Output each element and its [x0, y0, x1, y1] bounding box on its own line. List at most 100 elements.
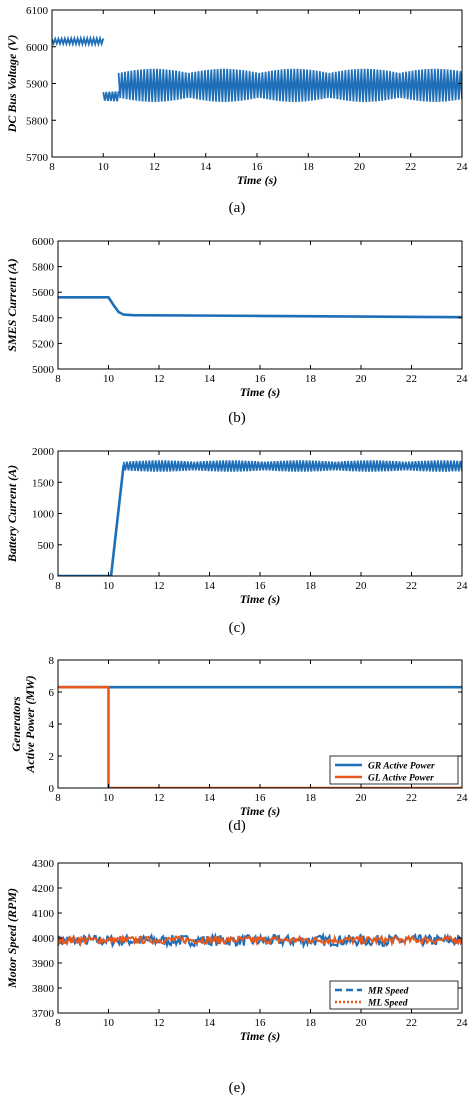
- chart-e-y-axis-label: Motor Speed (RPM): [5, 888, 19, 989]
- chart-b-xtick-label: 14: [204, 373, 216, 385]
- chart-c-xtick-label: 16: [255, 580, 267, 592]
- chart-d-ytick-label: 8: [49, 655, 55, 667]
- chart-d-xtick-label: 8: [55, 792, 61, 804]
- chart-c-xtick-label: 8: [55, 580, 61, 592]
- chart-b-xtick-label: 12: [154, 373, 165, 385]
- chart-a-xtick-label: 18: [303, 161, 315, 173]
- chart-a-xtick-label: 20: [354, 161, 366, 173]
- chart-c-y-axis-label: Battery Current (A): [5, 465, 19, 563]
- chart-c-ytick-label: 500: [38, 540, 55, 552]
- chart-a-xtick-label: 24: [457, 161, 469, 173]
- chart-d-xtick-label: 18: [305, 792, 317, 804]
- chart-c-ytick-label: 1500: [32, 477, 55, 489]
- chart-e-xtick-label: 10: [103, 1017, 115, 1029]
- chart-d-ytick-label: 6: [49, 687, 55, 699]
- chart-d-y-axis-label-line-1: Generators: [9, 696, 23, 752]
- chart-c-series-group: [58, 460, 462, 576]
- chart-a-xtick-label: 22: [405, 161, 416, 173]
- chart-e-legend: MR Speed ML Speed: [329, 980, 459, 1010]
- chart-e-series-group: [58, 931, 462, 950]
- chart-c-series-1-segment-2: [109, 464, 125, 576]
- chart-d-xtick-label: 12: [154, 792, 165, 804]
- chart-b-caption: (b): [228, 410, 246, 426]
- chart-a-ytick-label: 5800: [26, 115, 49, 127]
- chart-a-xtick-label: 10: [98, 161, 110, 173]
- chart-e-ytick-label: 4200: [32, 883, 55, 895]
- chart-e-ytick-label: 4000: [32, 933, 55, 945]
- chart-a-ytick-label: 6100: [26, 5, 49, 17]
- chart-b-xtick-label: 20: [356, 373, 368, 385]
- chart-a-series-1-segment-3: [117, 68, 462, 102]
- chart-e-xtick-label: 22: [406, 1017, 417, 1029]
- chart-d-xtick-label: 14: [204, 792, 216, 804]
- chart-d-xtick-label: 22: [406, 792, 417, 804]
- chart-a-caption: (a): [229, 200, 246, 216]
- chart-b-xtick-label: 8: [55, 373, 61, 385]
- chart-c-xtick-label: 18: [305, 580, 317, 592]
- chart-c-xtick-label: 20: [356, 580, 368, 592]
- chart-a-x-axis-label: Time (s): [237, 173, 278, 187]
- chart-e-series-2-line: [58, 933, 462, 948]
- chart-c-ytick-label: 0: [49, 571, 55, 583]
- chart-a-xtick-label: 14: [200, 161, 212, 173]
- chart-e-xtick-label: 12: [154, 1017, 165, 1029]
- chart-e-legend-label-1: MR Speed: [367, 987, 409, 997]
- chart-a-ytick-label: 5900: [26, 79, 49, 91]
- chart-a-y-axis-label: DC Bus Voltage (V): [5, 35, 19, 134]
- chart-a-series-group: [52, 34, 462, 102]
- chart-d-caption: (d): [228, 818, 246, 834]
- chart-c: 8 10 12 14 16 18 20 22 24 0 500 1000 1500 2000 Time (s…: [5, 446, 468, 636]
- chart-d-xtick-label: 24: [457, 792, 469, 804]
- chart-d-ytick-label: 4: [49, 719, 55, 731]
- chart-c-xtick-label: 22: [406, 580, 417, 592]
- chart-b-ytick-label: 5800: [32, 262, 55, 274]
- chart-c-ytick-label: 1000: [32, 509, 55, 521]
- chart-d-y-axis-label-line-2: Active Power (MW): [23, 675, 37, 773]
- chart-e-xtick-label: 18: [305, 1017, 317, 1029]
- chart-d-xtick-label: 16: [255, 792, 267, 804]
- chart-b-xtick-label: 24: [457, 373, 469, 385]
- chart-b-ytick-label: 5200: [32, 338, 55, 350]
- chart-c-xtick-label: 14: [204, 580, 216, 592]
- chart-e-legend-box: [329, 980, 459, 1010]
- chart-a-series-1-segment-2: [102, 91, 120, 102]
- chart-e-xtick-label: 16: [255, 1017, 267, 1029]
- chart-e-ytick-label: 3700: [32, 1008, 55, 1020]
- chart-c-xtick-label: 12: [154, 580, 165, 592]
- chart-a-series-1-segment-1: [52, 34, 105, 48]
- chart-e-caption: (e): [229, 1080, 246, 1096]
- chart-e-xtick-label: 14: [204, 1017, 216, 1029]
- chart-d-legend-label-2: GL Active Power: [368, 774, 434, 784]
- chart-a-xtick-label: 16: [252, 161, 264, 173]
- chart-a-xtick-label: 8: [49, 161, 55, 173]
- chart-e-xtick-label: 20: [356, 1017, 368, 1029]
- chart-d-xtick-label: 10: [103, 792, 115, 804]
- chart-b-xtick-label: 18: [305, 373, 317, 385]
- chart-d-series-2-line: [58, 685, 462, 788]
- chart-e: 8 10 12 14 16 18 20 22 24 3700 3800 3900 4000 4100 420…: [5, 858, 468, 1096]
- chart-e-series-1-line: [58, 931, 462, 950]
- chart-e-ytick-label: 4300: [32, 858, 55, 870]
- chart-b-y-axis-label: SMES Current (A): [5, 258, 19, 351]
- chart-b-series-1-line: [58, 295, 462, 319]
- chart-b-x-axis-label: Time (s): [240, 385, 281, 399]
- chart-c-series-1-segment-3: [122, 460, 462, 472]
- chart-a-ytick-label: 6000: [26, 42, 49, 54]
- chart-e-xtick-label: 24: [457, 1017, 469, 1029]
- chart-c-ytick-label: 2000: [32, 446, 55, 458]
- chart-c-caption: (c): [229, 620, 246, 636]
- chart-e-ytick-label: 4100: [32, 908, 55, 920]
- chart-d-ytick-label: 0: [49, 783, 55, 795]
- chart-e-ytick-label: 3900: [32, 958, 55, 970]
- chart-b-series-group: [58, 295, 462, 319]
- chart-d-x-axis-label: Time (s): [240, 804, 281, 818]
- chart-e-ytick-label: 3800: [32, 983, 55, 995]
- chart-d-series-group: [58, 685, 462, 788]
- chart-b: 8 10 12 14 16 18 20 22 24 5000 5200 5400 5600 5800 600…: [5, 236, 468, 426]
- chart-b-xtick-label: 16: [255, 373, 267, 385]
- chart-d-legend-label-1: GR Active Power: [368, 762, 435, 772]
- chart-c-xtick-label: 24: [457, 580, 469, 592]
- chart-d-xtick-label: 20: [356, 792, 368, 804]
- chart-e-xtick-label: 8: [55, 1017, 61, 1029]
